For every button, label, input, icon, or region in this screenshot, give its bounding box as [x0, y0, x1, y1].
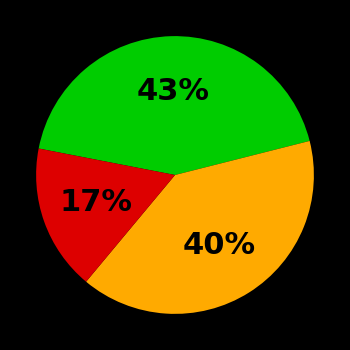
- Wedge shape: [38, 36, 310, 175]
- Text: 43%: 43%: [136, 77, 209, 106]
- Wedge shape: [86, 141, 314, 314]
- Text: 40%: 40%: [183, 231, 256, 260]
- Text: 17%: 17%: [60, 188, 133, 217]
- Wedge shape: [36, 148, 175, 282]
